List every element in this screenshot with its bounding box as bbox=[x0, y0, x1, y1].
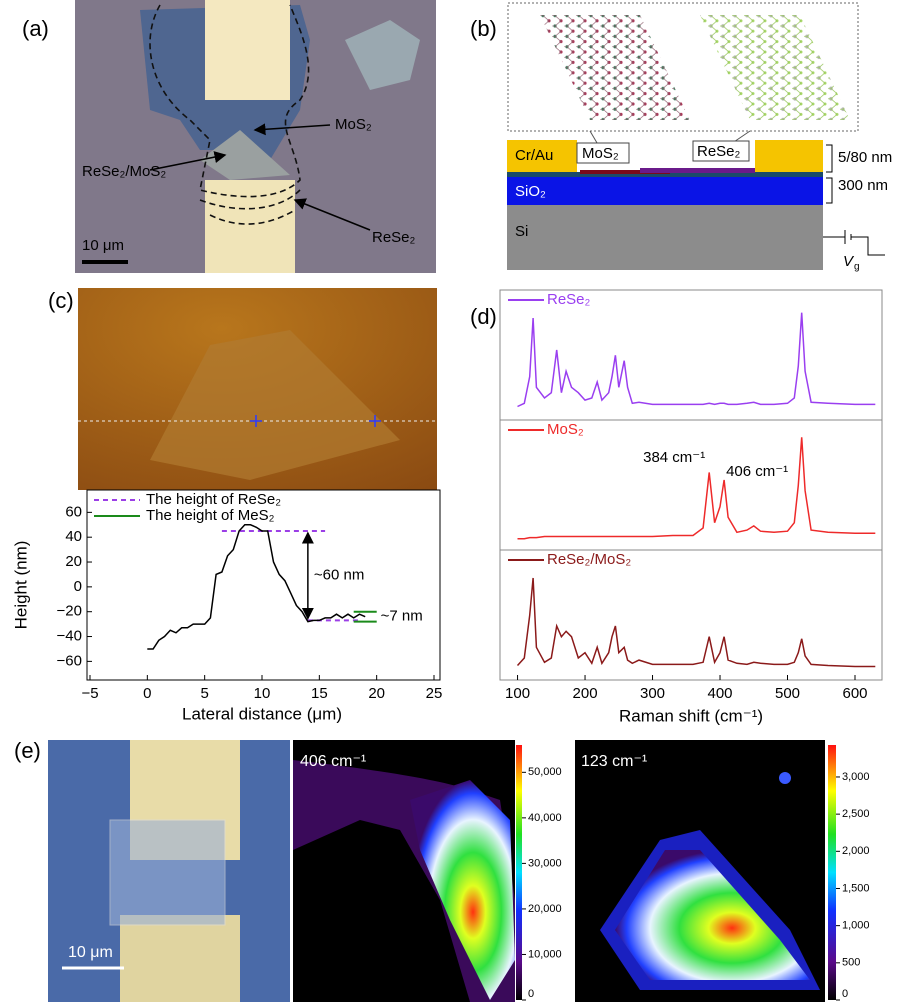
x-tick-label: 15 bbox=[311, 685, 328, 702]
y-tick-label: 0 bbox=[74, 578, 82, 595]
colorbar-tick-label: 1,500 bbox=[842, 882, 870, 894]
colorbar-tick-label: 2,500 bbox=[842, 808, 870, 820]
colorbar-tick-label: 0 bbox=[842, 988, 848, 1000]
x-tick-label: 20 bbox=[368, 685, 385, 702]
legend-label: MoS₂ bbox=[547, 421, 584, 438]
legend-label: The height of MeS₂ bbox=[146, 507, 275, 524]
x-tick-label: 100 bbox=[505, 685, 530, 702]
annotation: ~7 nm bbox=[381, 608, 423, 625]
scale-bar-label: 10 μm bbox=[68, 944, 113, 961]
annotation: ReSe₂/MoS₂ bbox=[82, 163, 166, 180]
si bbox=[507, 205, 823, 270]
map-title: 123 cm⁻¹ bbox=[581, 753, 647, 770]
thickness-label: 5/80 nm bbox=[838, 149, 892, 166]
x-axis-label: Lateral distance (μm) bbox=[182, 704, 342, 723]
scale-bar-label: 10 μm bbox=[82, 237, 124, 254]
bracket bbox=[826, 145, 832, 203]
layer-label: MoS₂ bbox=[582, 145, 619, 162]
y-tick-label: 40 bbox=[65, 528, 82, 545]
y-axis-label: Height (nm) bbox=[11, 541, 30, 630]
scan-grid bbox=[110, 820, 225, 925]
panel-label: (d) bbox=[470, 304, 497, 329]
x-axis-label: Raman shift (cm⁻¹) bbox=[619, 706, 763, 725]
x-tick-label: 500 bbox=[775, 685, 800, 702]
annotation: 384 cm⁻¹ bbox=[643, 449, 705, 466]
map-spot bbox=[779, 772, 791, 784]
layer-label: Cr/Au bbox=[515, 147, 553, 164]
annotation: ~60 nm bbox=[314, 567, 364, 584]
plot-area bbox=[500, 290, 882, 680]
layer-label: ReSe₂ bbox=[697, 143, 741, 160]
panel-label: (a) bbox=[22, 16, 49, 41]
x-tick-label: −5 bbox=[81, 685, 98, 702]
colorbar-tick-label: 50,000 bbox=[528, 766, 562, 778]
x-tick-label: 10 bbox=[254, 685, 271, 702]
colorbar bbox=[828, 745, 836, 1000]
colorbar-tick-label: 500 bbox=[842, 957, 860, 969]
annotation: MoS₂ bbox=[335, 116, 372, 133]
x-tick-label: 0 bbox=[143, 685, 151, 702]
electrode bbox=[755, 140, 823, 172]
legend-label: The height of ReSe₂ bbox=[146, 491, 281, 508]
panel-label: (b) bbox=[470, 16, 497, 41]
y-tick-label: −60 bbox=[57, 652, 82, 669]
x-tick-label: 600 bbox=[842, 685, 867, 702]
layer-label: SiO₂ bbox=[515, 183, 546, 200]
y-tick-label: 20 bbox=[65, 553, 82, 570]
sio2 bbox=[507, 177, 823, 205]
figure: (a) MoS₂ ReSe₂/MoS₂ ReSe₂ 10 μm (b) Cr/A… bbox=[0, 0, 901, 1002]
panel-e: (e) 10 μm 406 cm⁻¹ 123 cm⁻¹ bbox=[14, 738, 825, 1002]
legend-label: ReSe₂ bbox=[547, 291, 591, 308]
colorbar-tick-label: 30,000 bbox=[528, 857, 562, 869]
panel-label: (e) bbox=[14, 738, 41, 763]
electrode bbox=[205, 180, 295, 273]
y-tick-label: 60 bbox=[65, 503, 82, 520]
colorbar-tick-label: 40,000 bbox=[528, 812, 562, 824]
map-title: 406 cm⁻¹ bbox=[300, 753, 366, 770]
panel-b: (b) Cr/Au MoS₂ ReSe₂ SiO₂ Si 5/80 nm 300… bbox=[470, 3, 892, 273]
gate-circuit bbox=[823, 230, 885, 255]
x-tick-label: 25 bbox=[426, 685, 443, 702]
electrode bbox=[205, 0, 290, 100]
colorbar-tick-label: 0 bbox=[528, 988, 534, 1000]
x-tick-label: 200 bbox=[573, 685, 598, 702]
panel-c: (c) bbox=[48, 288, 437, 490]
y-tick-label: −40 bbox=[57, 628, 82, 645]
gate-subscript: g bbox=[854, 262, 860, 273]
thickness-label: 300 nm bbox=[838, 177, 888, 194]
x-tick-label: 400 bbox=[708, 685, 733, 702]
y-tick-label: −20 bbox=[57, 603, 82, 620]
electrode bbox=[120, 915, 240, 1002]
colorbar-tick-label: 3,000 bbox=[842, 771, 870, 783]
x-tick-label: 300 bbox=[640, 685, 665, 702]
layer-label: Si bbox=[515, 223, 528, 240]
x-tick-label: 5 bbox=[200, 685, 208, 702]
panel-label: (c) bbox=[48, 288, 74, 313]
colorbar-tick-label: 1,000 bbox=[842, 920, 870, 932]
annotation: 406 cm⁻¹ bbox=[726, 463, 788, 480]
colorbar-tick-label: 2,000 bbox=[842, 845, 870, 857]
colorbar bbox=[516, 745, 522, 1000]
rese2-layer bbox=[640, 168, 755, 173]
legend-label: ReSe₂/MoS₂ bbox=[547, 551, 631, 568]
annotation: ReSe₂ bbox=[372, 229, 416, 246]
panel-a: (a) MoS₂ ReSe₂/MoS₂ ReSe₂ 10 μm bbox=[22, 0, 436, 273]
colorbar-tick-label: 10,000 bbox=[528, 948, 562, 960]
colorbar-tick-label: 20,000 bbox=[528, 903, 562, 915]
